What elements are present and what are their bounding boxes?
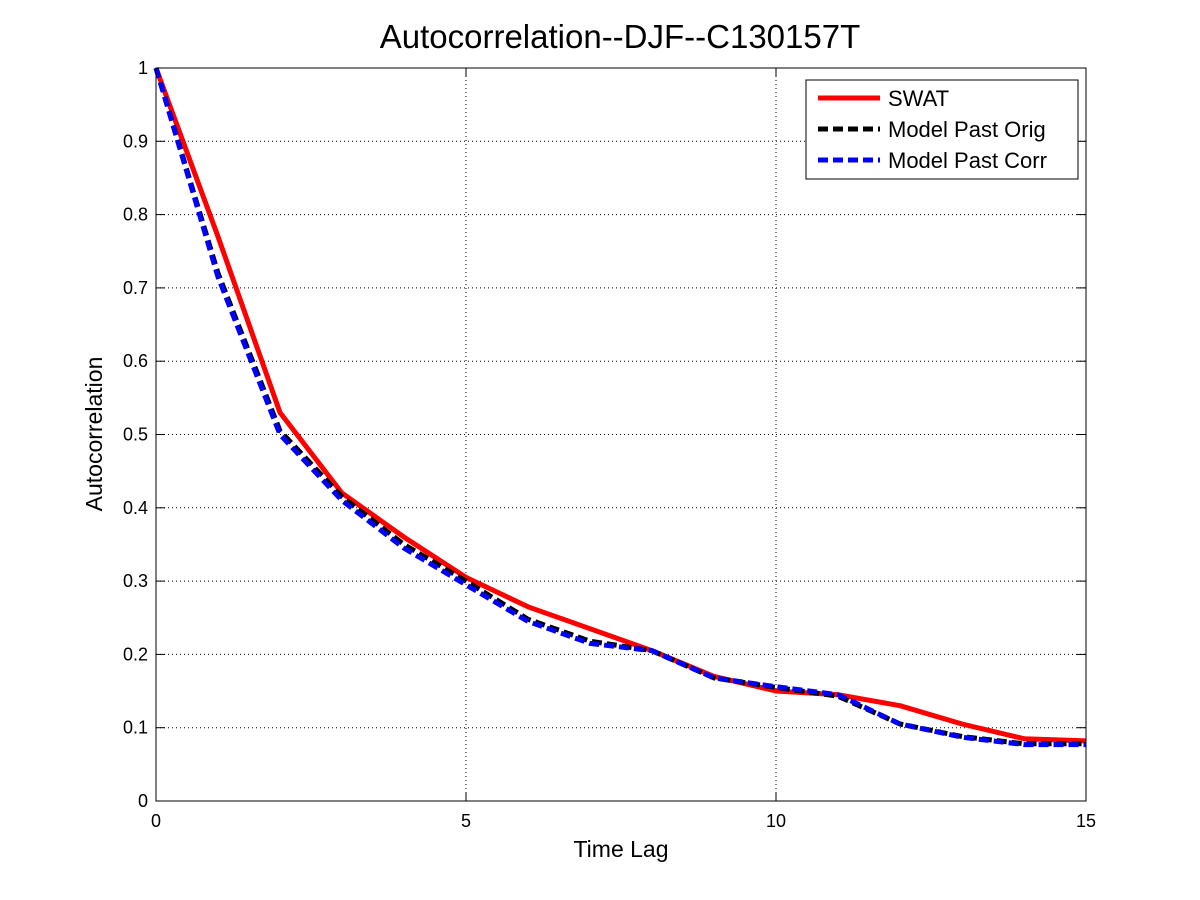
series-line-swat — [153, 67, 1087, 744]
y-tick-label: 0.2 — [123, 644, 148, 664]
series-lines — [153, 67, 1087, 748]
y-tick-label: 0.7 — [123, 278, 148, 298]
grid-lines — [156, 68, 1086, 801]
x-tick-label: 10 — [766, 811, 786, 831]
y-axis-label: Autocorrelation — [81, 357, 107, 512]
plot-area: 0 5 10 15 0 0.1 0.2 0.3 0.4 0.5 0.6 0.7 0.8 0.9 1 — [123, 58, 1096, 831]
legend: SWAT Model Past Orig Model Past Corr — [805, 79, 1079, 180]
x-tick-label: 15 — [1076, 811, 1096, 831]
y-tick-label: 0.6 — [123, 351, 148, 371]
x-tick-label: 5 — [461, 811, 471, 831]
legend-label: Model Past Orig — [888, 117, 1046, 142]
y-tick-label: 0 — [138, 791, 148, 811]
x-tick-label: 0 — [151, 811, 161, 831]
legend-label: Model Past Corr — [888, 148, 1047, 173]
y-tick-label: 0.1 — [123, 718, 148, 738]
y-tick-label: 0.8 — [123, 205, 148, 225]
chart-title: Autocorrelation--DJF--C130157T — [380, 18, 861, 55]
y-tick-label: 0.4 — [123, 498, 148, 518]
y-tick-label: 0.9 — [123, 131, 148, 151]
series-line-model-past-corr — [153, 67, 1086, 748]
y-tick-label: 0.3 — [123, 571, 148, 591]
y-tick-label: 1 — [138, 58, 148, 78]
legend-label: SWAT — [888, 86, 949, 111]
y-tick-label: 0.5 — [123, 425, 148, 445]
series-line-model-past-orig — [153, 67, 1086, 747]
axis-ticks: 0 5 10 15 0 0.1 0.2 0.3 0.4 0.5 0.6 0.7 0.8 0.9 1 — [123, 58, 1096, 831]
legend-items: SWAT Model Past Orig Model Past Corr — [818, 86, 1047, 173]
x-axis-label: Time Lag — [573, 836, 668, 862]
